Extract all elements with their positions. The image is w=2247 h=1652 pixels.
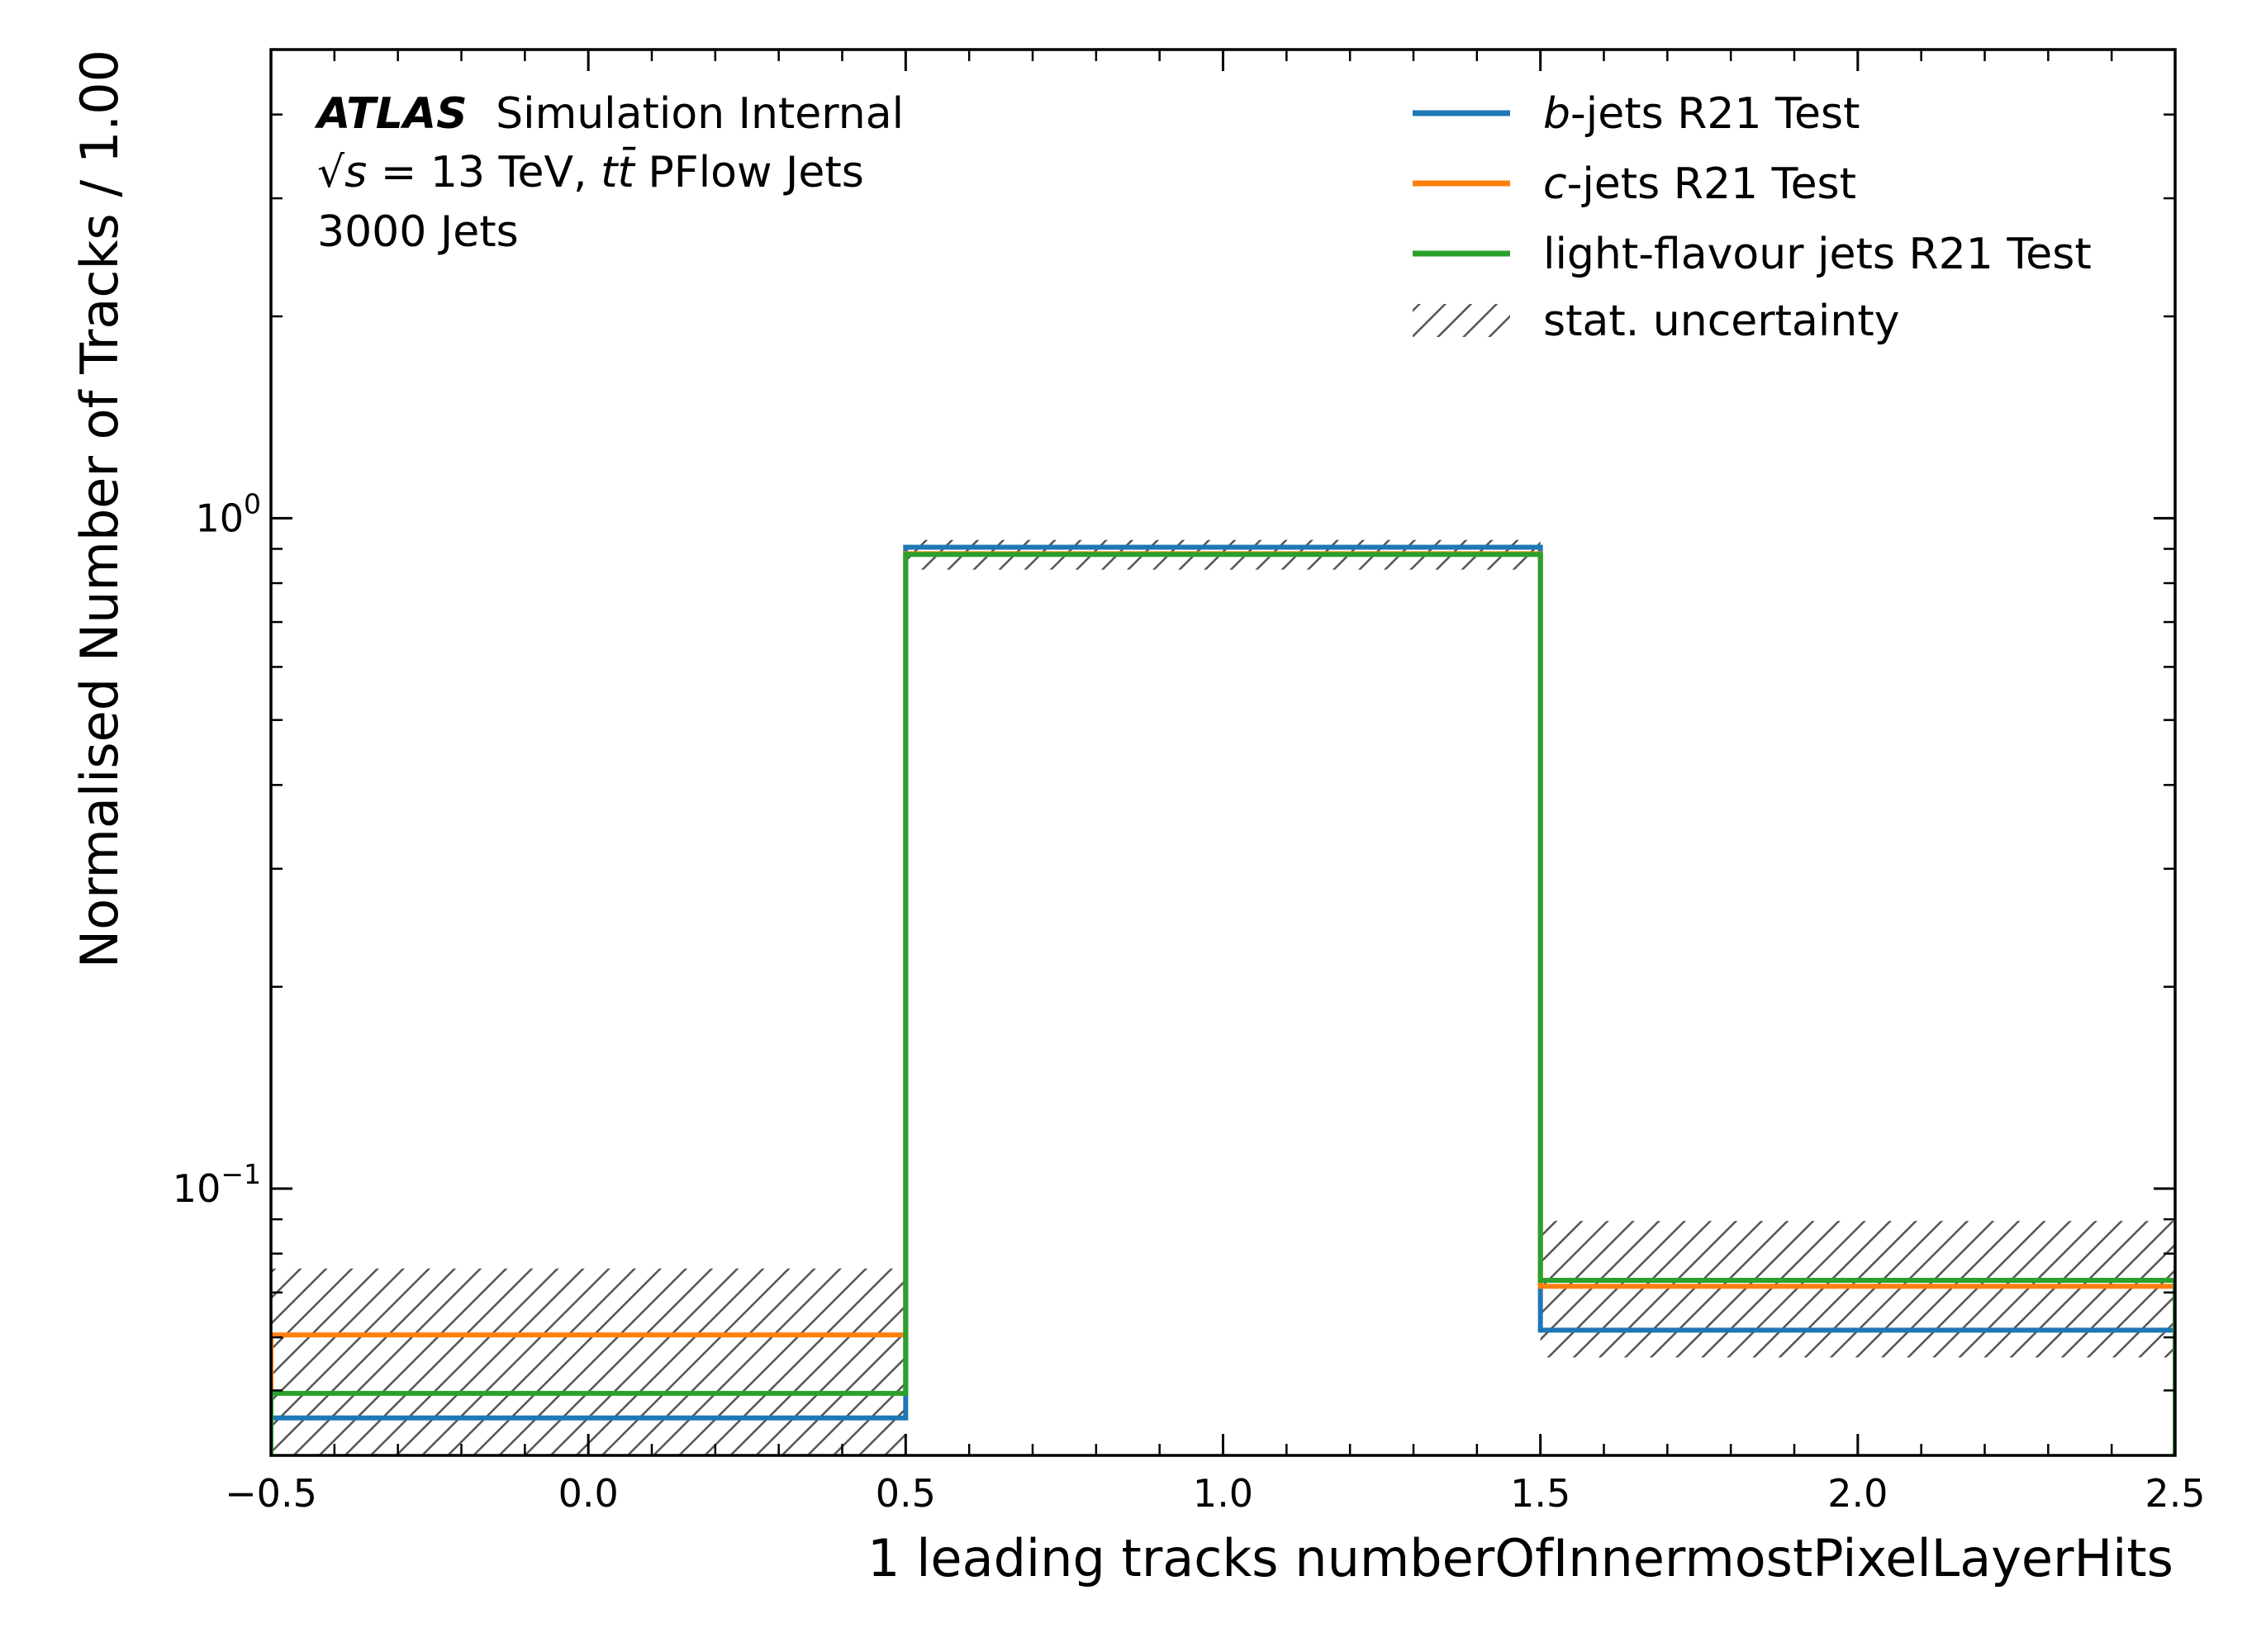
axis-ticks xyxy=(269,48,2177,1457)
atlas-wordmark: ATLAS xyxy=(314,89,468,139)
ttbar-tbar: t̄ xyxy=(618,147,637,197)
y-axis-label: Normalised Number of Tracks / 1.00 xyxy=(69,50,130,968)
sqrt-sign: √ xyxy=(317,148,345,197)
uncertainty-band-bin-0 xyxy=(271,1268,906,1455)
atlas-label: ATLAS Simulation Internal xyxy=(314,89,904,139)
x-tick-label: 0.5 xyxy=(876,1471,936,1516)
series-line-0 xyxy=(271,544,2175,1455)
x-axis-label: 1 leading tracks numberOfInnermostPixelL… xyxy=(867,1528,2173,1588)
energy-s: s xyxy=(344,148,367,197)
legend-swatch-uncertainty xyxy=(1413,304,1510,337)
njets-label: 3000 Jets xyxy=(317,207,519,257)
legend-label-1: c-jets R21 Test xyxy=(1543,159,1856,209)
legend-label-2: light-flavour jets R21 Test xyxy=(1543,230,2092,279)
plot-frame xyxy=(269,48,2177,1457)
info-annotation: ATLAS Simulation Internal √s = 13 TeV, t… xyxy=(314,89,904,257)
uncertainty-band-bin-2 xyxy=(1540,1221,2175,1358)
x-tick-label: −0.5 xyxy=(225,1471,317,1516)
x-tick-label: 1.0 xyxy=(1193,1471,1253,1516)
y-tick-label: 100 xyxy=(195,487,261,540)
jet-collection: PFlow Jets xyxy=(634,148,864,197)
simulation-internal: Simulation Internal xyxy=(496,89,904,139)
energy-label: √s = 13 TeV, tt̄ PFlow Jets xyxy=(317,147,864,197)
x-tick-label: 1.5 xyxy=(1510,1471,1570,1516)
energy-value: = 13 TeV, xyxy=(367,148,601,197)
series-line-2 xyxy=(271,552,2175,1455)
ttbar-t: t xyxy=(601,148,619,197)
x-tick-label: 0.0 xyxy=(558,1471,619,1516)
legend: b-jets R21 Test c-jets R21 Test light-flav… xyxy=(1413,89,2092,346)
tick-labels: −0.5 0.0 0.5 1.0 1.5 2.0 2.5 10−1 100 xyxy=(173,487,2206,1516)
legend-label-0: b-jets R21 Test xyxy=(1543,89,1860,139)
x-tick-label: 2.0 xyxy=(1827,1471,1888,1516)
y-tick-label: 10−1 xyxy=(173,1158,261,1211)
legend-label-uncertainty: stat. uncertainty xyxy=(1543,297,1900,346)
x-tick-label: 2.5 xyxy=(2145,1471,2205,1516)
series-lines xyxy=(271,544,2175,1455)
uncertainty-bands xyxy=(271,539,2175,1455)
